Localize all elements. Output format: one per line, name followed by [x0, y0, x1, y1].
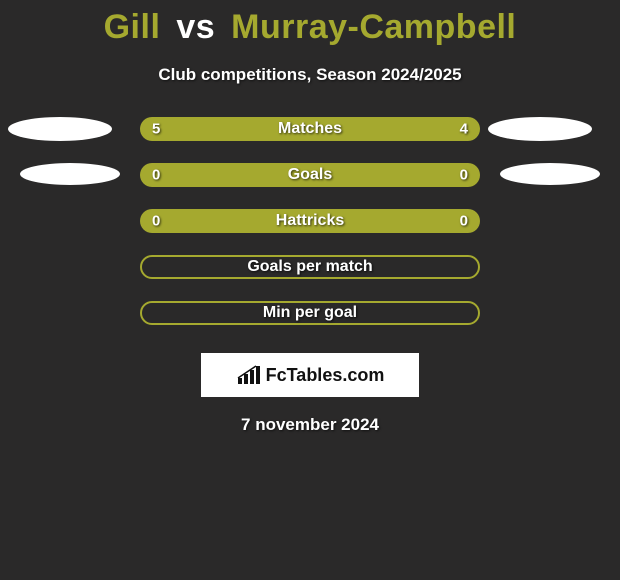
- stat-value-left: 5: [152, 121, 160, 138]
- stat-bar: 5 Matches 4: [140, 117, 480, 141]
- player1-marker: [20, 163, 120, 185]
- stat-row: 0 Hattricks 0: [0, 209, 620, 255]
- date-text: 7 november 2024: [0, 415, 620, 435]
- stat-label: Goals: [288, 166, 332, 184]
- stat-label: Goals per match: [247, 258, 372, 276]
- vs-text: vs: [176, 8, 215, 46]
- brand-chart-icon: [236, 364, 262, 386]
- brand-text: FcTables.com: [266, 365, 385, 386]
- stat-row: Goals per match: [0, 255, 620, 301]
- stat-bar: Min per goal: [140, 301, 480, 325]
- player2-marker: [500, 163, 600, 185]
- stat-value-left: 0: [152, 167, 160, 184]
- stat-row: Min per goal: [0, 301, 620, 347]
- stat-label: Matches: [278, 120, 342, 138]
- subtitle: Club competitions, Season 2024/2025: [0, 65, 620, 85]
- player2-name: Murray-Campbell: [231, 8, 516, 46]
- player1-marker: [8, 117, 112, 141]
- stat-bar: Goals per match: [140, 255, 480, 279]
- stat-row: 0 Goals 0: [0, 163, 620, 209]
- player2-marker: [488, 117, 592, 141]
- page-title: Gill vs Murray-Campbell: [0, 0, 620, 47]
- stat-label: Min per goal: [263, 304, 357, 322]
- stat-bar: 0 Hattricks 0: [140, 209, 480, 233]
- brand-box: FcTables.com: [201, 353, 419, 397]
- stat-bar: 0 Goals 0: [140, 163, 480, 187]
- stat-value-right: 0: [460, 213, 468, 230]
- stat-row: 5 Matches 4: [0, 117, 620, 163]
- stat-value-right: 0: [460, 167, 468, 184]
- stat-rows: 5 Matches 4 0 Goals 0 0 Hattricks 0 Goals per mat…: [0, 117, 620, 347]
- stat-value-right: 4: [460, 121, 468, 138]
- player1-name: Gill: [104, 8, 161, 46]
- stat-label: Hattricks: [276, 212, 344, 230]
- stat-value-left: 0: [152, 213, 160, 230]
